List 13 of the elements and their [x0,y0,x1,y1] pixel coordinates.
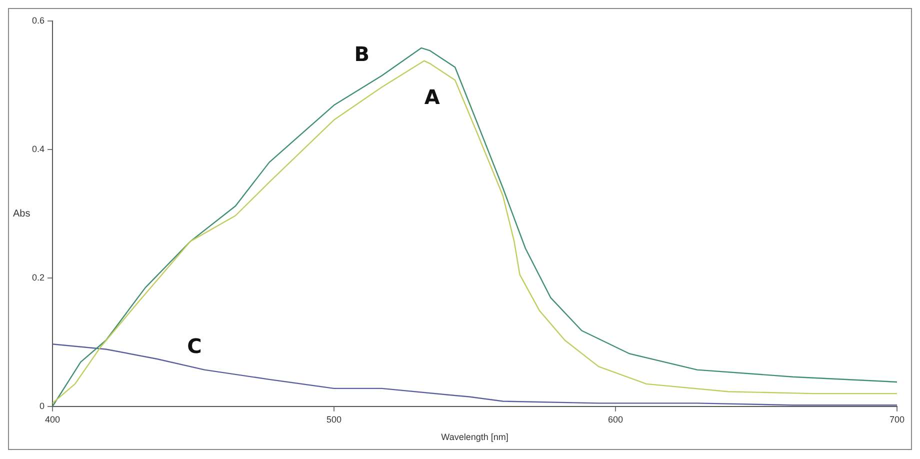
x-tick-label: 400 [44,414,60,424]
y-tick-label: 0 [39,400,45,411]
x-tick-label: 500 [326,414,342,424]
series-label: A [424,85,440,110]
y-axis-title: Abs [13,208,30,220]
series-label: C [187,334,202,358]
x-axis-title: Wavelength [nm] [441,432,508,442]
series-label: B [354,42,370,66]
y-tick-label: 0.6 [32,15,45,26]
y-tick-label: 0.4 [32,144,45,154]
x-tick-label: 600 [608,414,624,424]
y-tick-label: 0.2 [32,272,45,282]
x-tick-label: 700 [889,414,905,424]
